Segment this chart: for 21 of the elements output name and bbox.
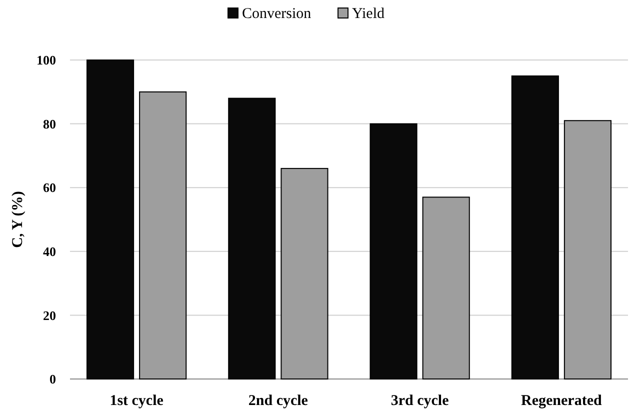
- y-tick-label: 40: [43, 244, 56, 259]
- bar: [86, 60, 134, 380]
- x-tick-label: 1st cycle: [110, 393, 164, 409]
- y-tick-label: 0: [50, 372, 56, 387]
- bar: [280, 168, 328, 380]
- legend-label: Yield: [352, 6, 385, 22]
- bar: [139, 91, 187, 380]
- x-tick-label: 3rd cycle: [390, 393, 450, 409]
- x-tick-label: Regenerated: [521, 393, 602, 409]
- bar: [228, 98, 276, 380]
- bar: [422, 196, 470, 380]
- bar: [511, 75, 559, 380]
- legend-label: Conversion: [242, 6, 312, 22]
- y-tick-label: 80: [43, 116, 56, 132]
- bar: [564, 120, 612, 380]
- y-tick-label: 100: [36, 52, 56, 68]
- x-tick-label: 2nd cycle: [248, 393, 308, 409]
- y-tick-label: 60: [43, 180, 56, 196]
- y-axis-title: C, Y (%): [10, 191, 26, 248]
- y-tick-label: 20: [43, 308, 56, 323]
- bar: [370, 123, 418, 380]
